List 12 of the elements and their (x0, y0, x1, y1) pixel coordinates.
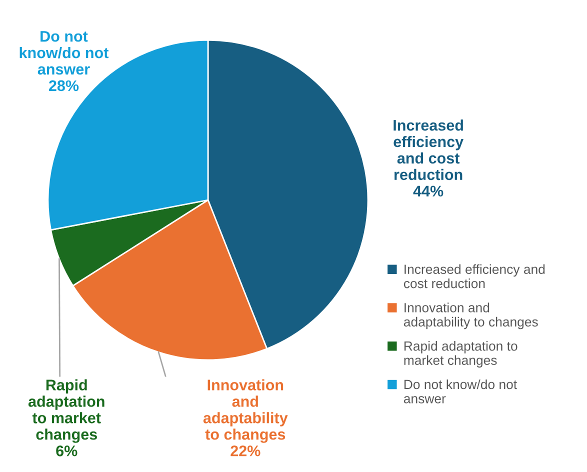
slice-label: Increased efficiency and cost reduction (394, 119, 464, 180)
data-label: 22% (230, 445, 260, 456)
data-label: 44% (413, 186, 444, 197)
slice-label: Do not know/do not answer (20, 31, 109, 75)
legend-label: Increased efficiency and cost reduction (404, 264, 545, 288)
data-label: 28% (48, 80, 79, 92)
legend-label: Innovation and adaptability to changes (404, 302, 538, 330)
slice-label: Rapid adaptation to market changes (28, 379, 104, 443)
slice-label: Innovation and adaptability to changes (203, 379, 288, 443)
legend-label: Do not know/do not answer (404, 379, 517, 404)
legend-label: Rapid adaptation to market changes (404, 341, 518, 368)
data-label: 6% (56, 445, 78, 456)
